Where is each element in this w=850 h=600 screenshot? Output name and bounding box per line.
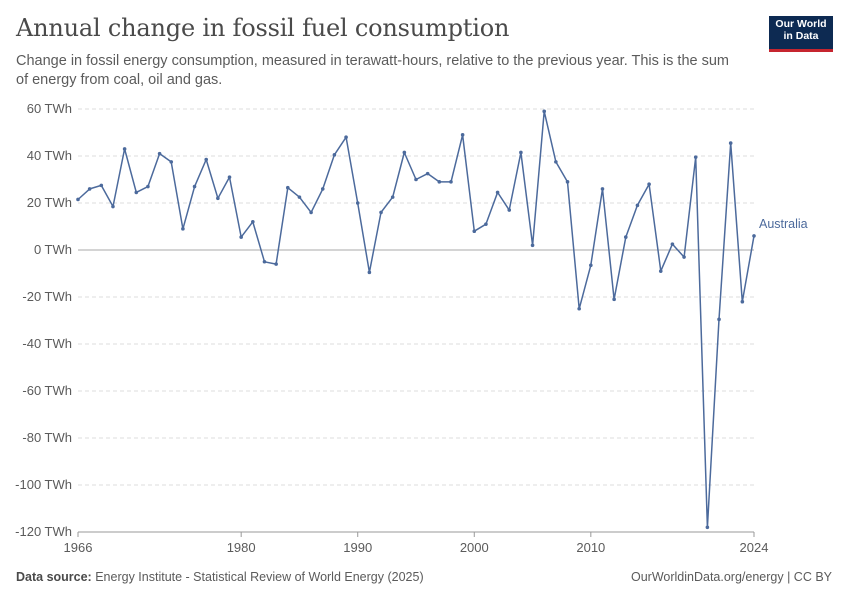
data-point bbox=[542, 109, 547, 114]
x-tick-label: 2010 bbox=[576, 540, 605, 555]
data-point bbox=[647, 182, 651, 186]
y-tick-label: 60 TWh bbox=[27, 101, 72, 116]
y-tick-label: -40 TWh bbox=[22, 336, 72, 351]
data-point bbox=[239, 235, 243, 239]
data-point bbox=[390, 195, 395, 199]
x-tick-label: 1980 bbox=[227, 540, 256, 555]
data-point bbox=[437, 180, 442, 184]
y-tick-label: 20 TWh bbox=[27, 195, 72, 210]
data-point bbox=[192, 184, 197, 189]
data-point bbox=[251, 220, 255, 224]
data-point bbox=[693, 155, 698, 159]
logo-line-2: in Data bbox=[783, 30, 819, 42]
data-point bbox=[717, 317, 721, 322]
data-point bbox=[460, 133, 465, 137]
data-point bbox=[507, 208, 512, 212]
data-point bbox=[425, 171, 430, 176]
data-point bbox=[157, 151, 162, 156]
data-source-text[interactable]: Energy Institute - Statistical Review of… bbox=[95, 570, 424, 584]
data-point bbox=[379, 210, 383, 215]
data-point bbox=[635, 203, 640, 208]
x-tick-label: 1990 bbox=[343, 540, 372, 555]
data-point bbox=[76, 197, 80, 202]
data-point bbox=[111, 204, 115, 209]
chart-title: Annual change in fossil fuel consumption bbox=[16, 14, 510, 42]
data-point bbox=[216, 196, 220, 201]
data-source-label: Data source: bbox=[16, 570, 92, 584]
line-chart: 60 TWh 40 TWh 20 TWh 0 TWh -20 TWh -40 TWh -60… bbox=[15, 101, 808, 555]
owid-attribution-link[interactable]: OurWorldinData.org/energy | CC BY bbox=[630, 570, 832, 584]
logo-line-1: Our World bbox=[775, 18, 827, 30]
x-tick-label: 2024 bbox=[740, 540, 769, 555]
data-point bbox=[402, 150, 407, 155]
y-tick-label: -20 TWh bbox=[22, 289, 72, 304]
x-tick-label: 1966 bbox=[64, 540, 93, 555]
data-point bbox=[495, 190, 500, 195]
data-point bbox=[344, 135, 348, 139]
data-point bbox=[204, 157, 209, 162]
owid-logo[interactable]: Our World in Data bbox=[769, 16, 833, 52]
x-tick-label: 2000 bbox=[460, 540, 489, 555]
series-label: Australia bbox=[759, 217, 808, 231]
y-tick-label: -120 TWh bbox=[15, 524, 72, 539]
data-point bbox=[519, 150, 523, 155]
data-point bbox=[554, 160, 558, 164]
data-point bbox=[612, 297, 616, 302]
data-point bbox=[472, 229, 477, 233]
data-point bbox=[565, 180, 570, 184]
data-point bbox=[87, 187, 92, 191]
y-tick-label: -80 TWh bbox=[22, 430, 72, 445]
data-point bbox=[414, 177, 418, 182]
data-point bbox=[262, 259, 267, 264]
data-point bbox=[227, 175, 232, 179]
data-point bbox=[577, 306, 581, 311]
data-point bbox=[530, 243, 535, 248]
series-line-australia bbox=[77, 110, 755, 529]
data-point bbox=[705, 525, 710, 530]
data-point bbox=[181, 227, 185, 231]
data-point bbox=[274, 262, 278, 266]
data-point bbox=[134, 190, 139, 195]
y-tick-label: 0 TWh bbox=[34, 242, 72, 257]
y-tick-label: -60 TWh bbox=[22, 383, 72, 398]
data-point bbox=[449, 180, 453, 184]
data-point bbox=[670, 242, 675, 246]
data-point bbox=[367, 270, 372, 275]
data-point bbox=[122, 147, 127, 151]
y-tick-label: 40 TWh bbox=[27, 148, 72, 163]
data-point bbox=[297, 195, 302, 199]
data-point bbox=[332, 153, 337, 157]
data-point bbox=[169, 160, 174, 164]
data-point bbox=[752, 234, 756, 238]
data-point bbox=[740, 299, 745, 304]
data-point bbox=[600, 187, 605, 191]
data-point bbox=[484, 222, 488, 226]
data-point bbox=[355, 201, 360, 205]
y-tick-label: -100 TWh bbox=[15, 477, 72, 492]
data-point bbox=[146, 184, 150, 189]
data-point bbox=[623, 235, 628, 239]
data-point bbox=[589, 263, 593, 268]
data-source: Data source: Energy Institute - Statisti… bbox=[16, 570, 424, 584]
data-point bbox=[99, 183, 104, 188]
data-point bbox=[320, 187, 325, 191]
data-point bbox=[285, 185, 290, 190]
data-point bbox=[728, 141, 733, 145]
data-point bbox=[658, 269, 663, 273]
data-point bbox=[309, 210, 313, 215]
chart-subtitle: Change in fossil energy consumption, mea… bbox=[16, 53, 730, 88]
data-point bbox=[682, 255, 686, 259]
